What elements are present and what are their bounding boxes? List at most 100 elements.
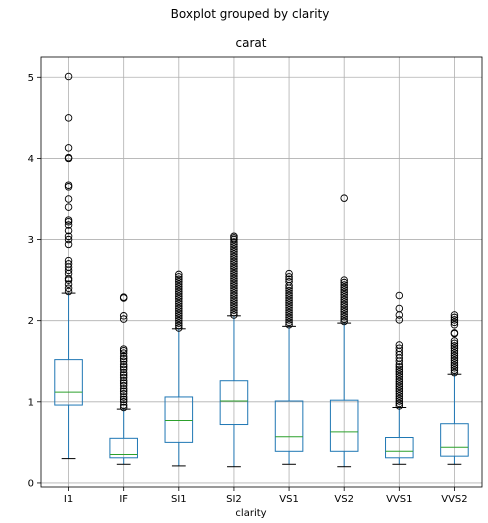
outlier-point [340,315,348,323]
outlier-point [119,293,128,301]
outlier-point [119,371,128,379]
outlier-point [119,368,128,377]
plot-area: 0 1 2 3 4 5 I1 IF SI1 SI2 VS1 VS2 VVS1 VVS2 [28,56,483,505]
box-iqr [164,396,194,443]
outlier-point [119,403,128,412]
outlier-point [119,379,128,387]
outlier-point [175,319,183,327]
outlier-point [395,399,404,408]
x-tick-label: I1 [64,494,73,505]
outlier-point [450,313,459,322]
outlier-point [450,320,459,329]
outlier-point [64,274,73,283]
box-iqr [219,380,249,426]
outlier-point [285,306,293,314]
outlier-point [395,387,404,396]
outlier-point [64,235,73,244]
outlier-point [230,296,238,305]
outlier-point [340,303,348,311]
x-axis-label: clarity [235,508,266,519]
outlier-point [230,311,238,319]
outlier-point [285,299,293,307]
outlier-point [119,315,128,323]
outlier-point [285,275,293,284]
y-tick-label: 3 [28,235,34,246]
y-tick-label: 4 [28,154,34,165]
outlier-point [64,284,73,292]
outlier-point [119,312,128,320]
outlier-point [175,307,183,315]
outlier-point [119,365,128,374]
outlier-point [119,352,128,361]
outlier-point [395,344,404,353]
outlier-point [285,313,293,322]
outlier-point [175,270,183,279]
box-iqr [54,359,83,406]
outlier-point [230,301,238,310]
outlier-point [395,394,404,403]
outlier-point [119,387,128,396]
y-tick-label: 0 [28,478,34,489]
outlier-point [230,257,238,266]
outlier-point [285,289,293,297]
outlier-point [175,295,183,303]
outlier-point [340,288,348,297]
outlier-point [175,275,183,284]
box-iqr [440,423,469,457]
box-iqr [385,437,414,459]
outlier-point [175,316,183,325]
outlier-point [64,153,73,162]
outlier-point [340,276,348,284]
outlier-point [450,316,459,324]
outlier-point [450,359,459,367]
outlier-point [230,277,238,285]
outlier-point [450,311,459,319]
outlier-point [230,299,238,307]
outlier-point [450,361,459,370]
box-iqr [274,400,304,452]
outlier-point [230,243,238,251]
outlier-point [230,267,238,275]
outlier-point [340,300,348,309]
outlier-point [119,363,128,371]
outlier-point [395,304,404,313]
outlier-point [450,351,459,360]
outlier-point [230,286,238,295]
outlier-point [119,389,128,398]
outlier-point [64,256,73,265]
outlier-point [230,303,238,312]
outlier-point [175,302,183,310]
outlier-point [340,317,348,326]
outlier-point [119,401,128,409]
outlier-point [64,232,73,241]
x-tick-label: SI1 [171,494,187,505]
outlier-point [340,295,348,304]
outlier-point [285,318,293,327]
outlier-point [450,344,459,353]
outlier-point [230,289,238,297]
outlier-point [119,355,128,363]
outlier-point [175,282,183,291]
axes-frame [40,56,483,488]
outlier-point [395,397,404,405]
outlier-point [285,316,293,324]
outlier-point [230,291,238,300]
outlier-point [175,287,183,296]
outlier-point [285,291,293,300]
outlier-point [340,286,348,294]
outlier-point [395,392,404,400]
outlier-point [64,195,73,203]
outlier-point [175,304,183,313]
x-tick-label: VS1 [279,494,299,505]
outlier-point [230,269,238,278]
outlier-point [395,370,404,378]
x-tick-label: VVS2 [441,494,467,505]
outlier-point [340,278,348,287]
outlier-point [175,309,183,318]
outlier-point [450,356,459,365]
outlier-point [450,366,459,374]
outlier-point [450,337,459,345]
outlier-point [450,363,459,372]
